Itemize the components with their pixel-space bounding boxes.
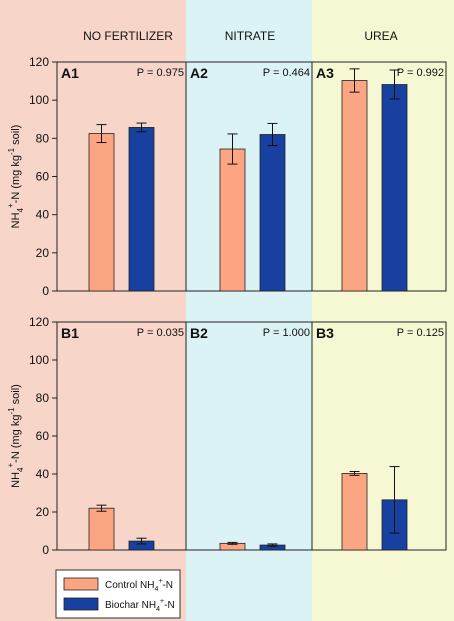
y-tick-label-b-40: 40 <box>36 467 50 481</box>
y-tick-label-b-80: 80 <box>36 391 50 405</box>
bar-a1-control <box>88 133 115 292</box>
bar-b3-control <box>341 473 368 551</box>
panel-label-a1: A1 <box>61 65 79 81</box>
panel-label-a3: A3 <box>316 65 334 81</box>
y-tick-label-a-120: 120 <box>29 55 49 69</box>
y-tick-label-a-20: 20 <box>36 246 50 260</box>
column-title-urea: UREA <box>364 29 397 43</box>
legend: Control NH4+-N Biochar NH4+-N <box>55 569 181 619</box>
panel-label-b2: B2 <box>190 325 208 341</box>
p-value-b1: P = 0.035 <box>137 327 184 339</box>
y-tick-label-b-100: 100 <box>29 353 49 367</box>
bg-band-nitrate <box>186 0 312 621</box>
legend-swatch-control <box>63 577 99 591</box>
y-tick-label-a-80: 80 <box>36 131 50 145</box>
p-value-a1: P = 0.975 <box>137 67 184 79</box>
p-value-b3: P = 0.125 <box>397 327 444 339</box>
panel-frame-a3 <box>311 61 447 292</box>
chart-rows: 0 20 40 60 80 100 120 NH4+-N (mg kg-1 soil) A1 P … <box>6 55 447 557</box>
y-tick-label-a-60: 60 <box>36 170 50 184</box>
legend-label-control: Control NH4+-N <box>105 578 173 593</box>
bar-a3-control <box>341 80 368 292</box>
p-value-a3: P = 0.992 <box>397 67 444 79</box>
column-title-nitrate: NITRATE <box>225 29 275 43</box>
legend-label-biochar: Biochar NH4+-N <box>105 598 175 613</box>
panel-frame-b3 <box>311 321 447 551</box>
y-axis-label-a: NH4+-N (mg kg-1 soil) <box>6 125 25 229</box>
p-value-a2: P = 0.464 <box>263 67 310 79</box>
y-axis-label-b: NH4+-N (mg kg-1 soil) <box>6 384 25 488</box>
y-tick-label-a-40: 40 <box>36 208 50 222</box>
y-tick-label-a-0: 0 <box>42 284 49 298</box>
y-tick-label-b-0: 0 <box>42 543 49 557</box>
bar-a3-biochar <box>381 84 408 292</box>
y-tick-label-b-20: 20 <box>36 505 50 519</box>
y-tick-label-a-100: 100 <box>29 93 49 107</box>
panel-label-b1: B1 <box>61 325 79 341</box>
y-tick-label-b-120: 120 <box>29 315 49 329</box>
p-value-b2: P = 1.000 <box>263 327 310 339</box>
bar-a2-control <box>219 148 246 292</box>
column-title-no-fertilizer: NO FERTILIZER <box>83 29 173 43</box>
bar-a2-biochar <box>259 134 286 292</box>
legend-swatch-biochar <box>63 597 99 611</box>
bar-a1-biochar <box>128 127 155 292</box>
panel-label-b3: B3 <box>316 325 334 341</box>
panel-label-a2: A2 <box>190 65 208 81</box>
y-tick-label-b-60: 60 <box>36 429 50 443</box>
bar-b1-control <box>88 507 115 551</box>
